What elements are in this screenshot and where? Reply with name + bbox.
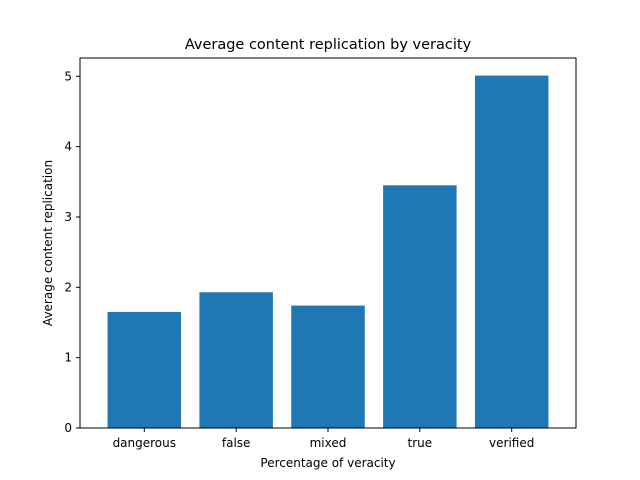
x-tick-label: true [408,436,433,450]
bar-false [199,292,273,428]
bars-group [107,75,549,429]
y-axis-label: Average content replication [41,160,55,326]
bar-true [383,185,457,428]
bar-dangerous [107,311,182,428]
x-tick-label: verified [489,436,534,450]
x-axis-ticks: dangerous false mixed true verified [113,428,534,450]
y-tick-label: 2 [64,280,72,294]
x-tick-label: dangerous [113,436,176,450]
x-tick-label: false [222,436,251,450]
y-axis-ticks: 0 1 2 3 4 5 [64,69,80,435]
plot-frame [79,57,577,429]
bar-mixed [291,305,365,428]
y-tick-label: 5 [64,69,72,83]
y-tick-label: 3 [64,210,72,224]
x-axis-label: Percentage of veracity [260,456,395,470]
x-tick-label: mixed [310,436,347,450]
y-tick-label: 1 [64,351,72,365]
chart-title: Average content replication by veracity [185,37,472,53]
bar-verified [474,75,549,429]
y-tick-label: 4 [64,140,72,154]
y-tick-label: 0 [64,421,72,435]
